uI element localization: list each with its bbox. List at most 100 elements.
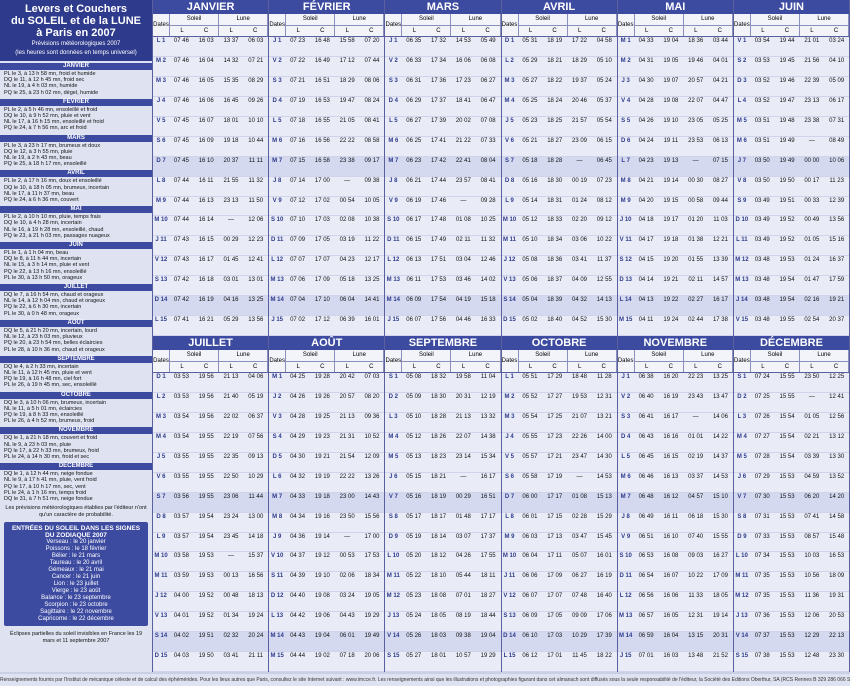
time-cell: 06 45 [638, 453, 654, 460]
day-row: M 10 06 04 17 11 05 07 16 01 [501, 552, 617, 573]
time-cell: 03 48 [754, 317, 770, 324]
time-cell: 17 32 [431, 38, 447, 44]
time-cell: 17 37 [431, 97, 447, 104]
time-cell: 05 13 [406, 453, 422, 460]
time-cell: 07 21 [248, 57, 264, 64]
column-subheader: Dates Soleil L C Lune L C [501, 350, 617, 373]
time-cell: 04 10 [829, 57, 845, 64]
set-label: C [717, 364, 723, 370]
time-cell: 11 22 [364, 237, 380, 244]
day-date: M 1 [272, 374, 283, 380]
time-cell: 20 46 [572, 97, 588, 104]
dates-label: Dates [153, 14, 170, 36]
time-cell: — [576, 157, 583, 164]
time-cell: 06 57 [638, 613, 654, 620]
day-row: L 12 06 13 17 51 03 04 12 46 [385, 256, 501, 277]
time-cell: 19 18 [663, 237, 679, 244]
time-cell: 15 30 [712, 513, 728, 520]
time-cell: 16 56 [248, 573, 264, 580]
day-row: M 11 05 10 18 34 03 06 10 22 [501, 236, 617, 257]
time-cell: 04 30 [638, 77, 654, 84]
time-cell: 11 37 [597, 257, 612, 264]
day-row: L 14 04 13 19 22 02 27 16 17 [617, 296, 733, 317]
time-cell: 18 10 [431, 573, 447, 580]
time-cell: 07 18 [339, 653, 355, 660]
time-cell: 03 53 [173, 393, 189, 400]
moon-phase-line: PQ le 25, à 23 h 02 mn, dégel, humide [4, 89, 99, 96]
soleil-group: Soleil L C [750, 350, 800, 372]
time-cell: 07 46 [173, 38, 189, 44]
time-cell: 12 23 [248, 237, 264, 244]
time-cell: 14 18 [248, 533, 264, 540]
time-cell: 04 25 [290, 374, 306, 380]
time-cell: 05 57 [522, 453, 538, 460]
moon-phase-block: JANVIER PL le 3, à 13 h 58 mn, froid et h… [0, 61, 152, 97]
day-date: S 8 [388, 513, 398, 520]
day-row: M 9 04 20 19 15 00 58 09 44 [617, 197, 733, 217]
day-row: S 8 07 31 15 53 07 41 14 58 [733, 513, 850, 533]
day-row: L 15 07 41 16 21 05 29 13 56 [153, 316, 269, 337]
time-cell: 14 20 [829, 493, 845, 500]
lune-group: Lune L C [219, 14, 269, 36]
time-cell: 04 32 [290, 473, 306, 480]
time-cell: 16 13 [663, 473, 679, 480]
month-column: JANVIER Dates Soleil L C Lune L C L 1 07 46 16 03 1… [153, 0, 270, 337]
time-cell: 10 22 [688, 573, 704, 580]
day-row: J 1 06 35 17 32 14 53 05 49 [385, 37, 501, 57]
day-date: M 10 [502, 217, 517, 224]
time-cell: 07 01 [638, 653, 654, 660]
time-cell: 07 23 [290, 38, 306, 44]
soleil-label: Soleil [170, 14, 219, 26]
time-cell: 16 53 [314, 97, 330, 104]
day-date: V 11 [619, 237, 632, 244]
day-date: D 2 [737, 393, 747, 400]
time-cell: 03 06 [572, 237, 588, 244]
time-cell: 01 24 [572, 197, 588, 204]
time-cell: 16 55 [314, 117, 330, 124]
day-row: J 15 07 01 16 03 13 48 21 52 [617, 652, 733, 673]
time-cell: 06 19 [406, 197, 422, 204]
month-header: FÉVRIER [269, 0, 385, 14]
day-date: J 1 [621, 374, 630, 380]
time-cell: 15 55 [779, 393, 795, 400]
day-date: S 6 [505, 473, 515, 480]
day-row: V 8 03 50 19 50 00 17 11 23 [733, 177, 850, 197]
time-cell: 10 25 [480, 217, 496, 224]
time-cell: 15 54 [779, 413, 795, 420]
time-cell: 16 16 [663, 433, 679, 440]
day-date: L 12 [387, 257, 400, 264]
moon-phase-month: FÉVRIER [0, 98, 152, 106]
set-label: C [552, 364, 557, 370]
time-cell: 15 53 [779, 593, 795, 600]
soleil-group: Soleil L C [634, 14, 684, 36]
rise-label: L [412, 28, 417, 34]
time-cell: 19 20 [663, 257, 679, 264]
time-cell: 17 38 [712, 317, 728, 324]
time-cell: 10 56 [804, 573, 820, 580]
day-row: D 9 05 19 18 14 03 07 17 37 [385, 533, 501, 553]
time-cell: 19 47 [339, 97, 355, 104]
time-cell: 13 15 [688, 633, 704, 640]
time-cell: 01 48 [455, 513, 471, 520]
day-date: L 15 [155, 317, 167, 324]
time-cell: 04 16 [223, 297, 239, 304]
moon-phase-line: PL le 26, à 4 h 52 mn, brumeux, froid [4, 418, 95, 425]
time-cell: 04 52 [572, 317, 588, 324]
day-date: J 6 [737, 473, 747, 480]
time-cell: 20 37 [223, 157, 239, 164]
day-date: M 11 [735, 573, 749, 580]
rise-label: L [461, 28, 466, 34]
time-cell: 17 46 [431, 197, 447, 204]
time-cell: 09 13 [248, 453, 264, 460]
lune-group: Lune L C [335, 350, 385, 372]
time-cell: 04 01 [173, 613, 189, 620]
forecast-note: Les prévisions météorologiques établies … [5, 505, 147, 518]
day-row: V 11 04 17 19 18 01 38 12 21 [617, 236, 733, 257]
day-row: S 11 04 39 19 10 02 06 18 34 [269, 572, 385, 593]
time-cell: 07 26 [754, 413, 770, 420]
day-date: L 5 [621, 453, 630, 460]
column-subheader: Dates Soleil L C Lune L C [501, 14, 617, 37]
